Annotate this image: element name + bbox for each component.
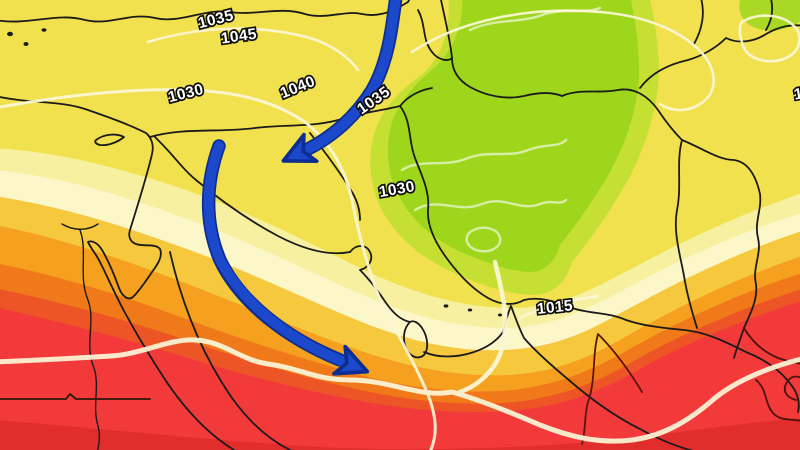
gulf-islands [443, 304, 502, 317]
border-iran-turkmenistan [561, 88, 683, 141]
border-mediterranean-levant-sinai-redsea [0, 96, 236, 450]
pressure-label-1015-gulf: 1015 [536, 297, 574, 318]
border-cyprus [94, 133, 125, 147]
border-caucasus [417, 9, 453, 61]
border-yemen-oman [581, 333, 643, 445]
arrow-south [203, 141, 344, 362]
border-nile-river [61, 223, 101, 450]
border-turkey-syria [149, 105, 401, 138]
border-iran-west [399, 87, 525, 305]
border-arabian-redsea-coast [169, 251, 293, 450]
isobar-top-arc [410, 9, 715, 112]
isobar-topright-loop [738, 14, 800, 63]
isobar-lines [0, 9, 800, 450]
aegean-islands [7, 28, 47, 46]
isobar-1015-hint [518, 294, 600, 320]
border-turkey-north-coast [0, 0, 411, 23]
border-kuwait-gulf-west [349, 245, 411, 323]
border-egypt-sudan [0, 393, 151, 400]
isobar-thick-gulf-spur [457, 259, 508, 395]
band-red [0, 301, 800, 450]
arrow-north [306, 0, 401, 150]
border-qatar [403, 320, 429, 359]
border-central-asia [639, 0, 800, 89]
isobar-turkey [146, 27, 360, 72]
isobar-long-central [0, 88, 437, 450]
border-iran-afghanistan [674, 139, 698, 329]
border-uae-oman-coast [423, 305, 694, 450]
border-makran-coast [523, 297, 800, 413]
border-caspian-coast [440, 0, 563, 99]
pressure-label-partial-east: 10 [793, 84, 800, 104]
border-saudi-north [154, 136, 351, 255]
isobar-thick-south [0, 337, 800, 444]
flow-arrows [201, 0, 403, 362]
band-green-core [387, 0, 639, 272]
border-syria-iraq [309, 132, 361, 221]
